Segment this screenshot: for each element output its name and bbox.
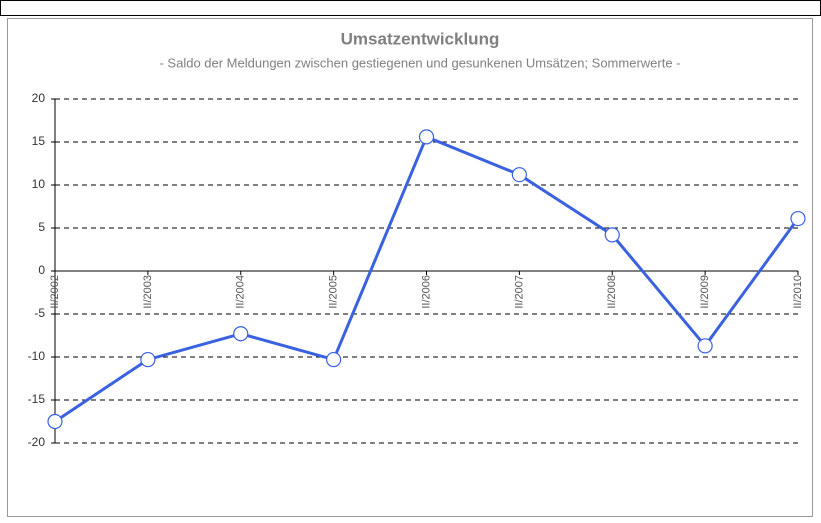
x-tick-label: II/2006 [420,275,432,309]
point-marker [326,351,342,368]
x-tick-label: II/2009 [699,275,711,309]
y-tick-label: -15 [28,392,46,406]
point-marker [604,227,620,243]
y-tick-label: -10 [28,349,46,363]
y-tick-label: 15 [32,134,46,148]
x-tick-label: II/2007 [513,275,525,309]
point-marker [511,167,527,183]
point-marker [418,129,435,145]
chart-title: Umsatzentwicklung [341,29,500,48]
point-marker [697,338,713,354]
x-tick-label: II/2004 [235,275,247,309]
chart-frame [7,18,813,517]
y-tick-label: -5 [34,306,45,320]
point-marker [790,210,806,227]
chart-subtitle: - Saldo der Meldungen zwischen gestiegen… [159,55,680,70]
x-tick-label: II/2010 [792,275,804,309]
point-marker [140,351,156,368]
y-tick-label: 0 [38,263,45,277]
y-tick-label: 5 [38,220,45,234]
point-marker [47,413,63,430]
y-tick-label: 20 [32,91,46,105]
y-tick-label: -20 [28,435,46,449]
x-tick-label: II/2003 [142,275,154,309]
top-strip [0,0,821,16]
x-tick-label: II/2005 [328,275,340,309]
x-tick-label: II/2008 [606,275,618,309]
x-tick-label: II/2002 [49,275,61,309]
y-tick-label: 10 [32,177,46,191]
point-marker [233,326,249,342]
